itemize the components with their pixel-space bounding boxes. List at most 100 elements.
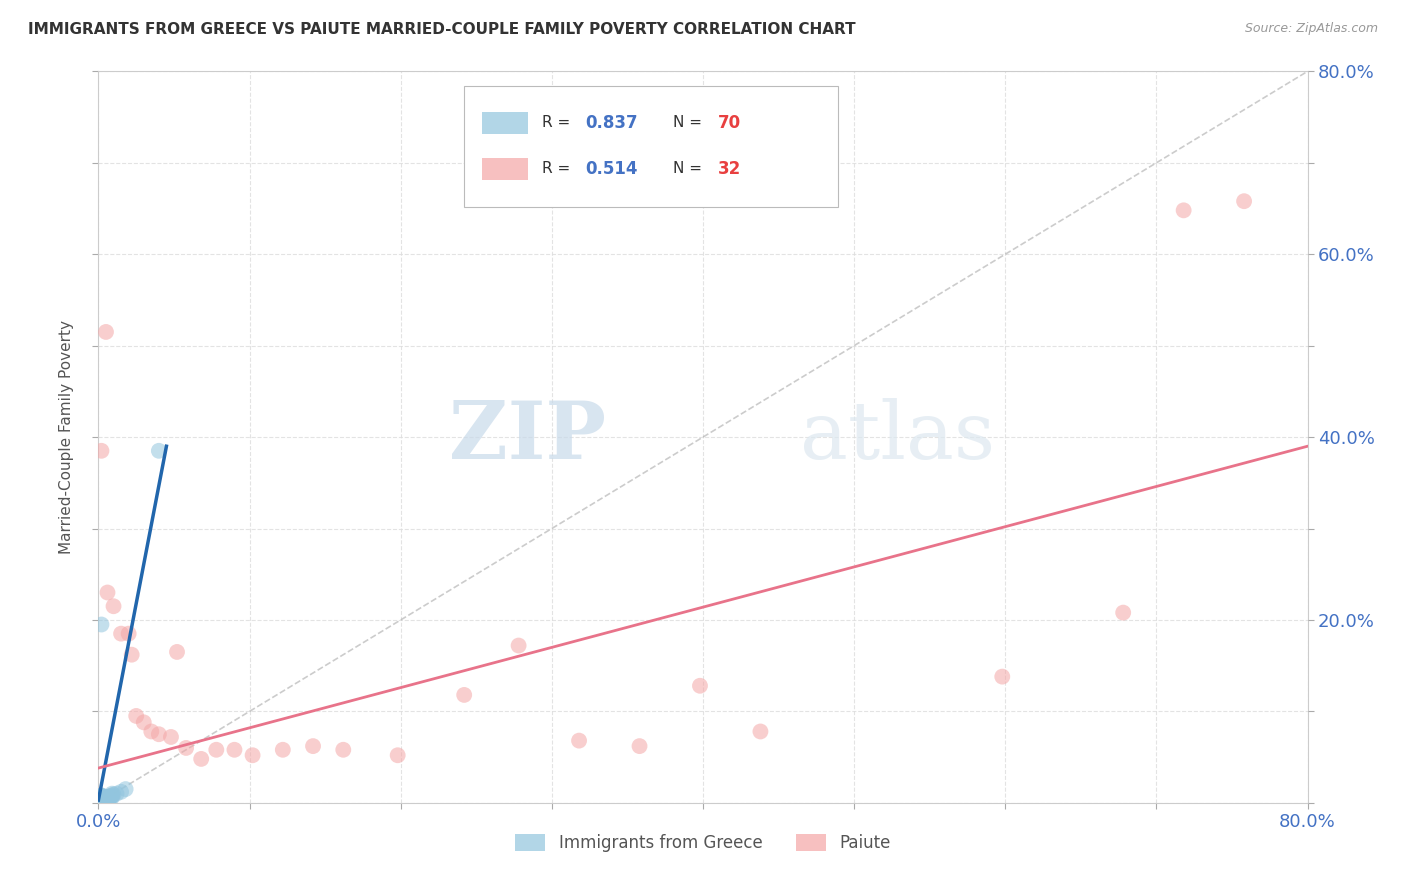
Point: [205, 743, 228, 757]
Point: [90, 443, 112, 458]
Text: 0.514: 0.514: [586, 160, 638, 178]
Point: [98, 792, 121, 806]
Point: [387, 748, 409, 763]
Point: [89, 794, 111, 808]
Point: [242, 748, 264, 763]
Point: [110, 785, 132, 799]
Point: [96, 792, 118, 806]
Point: [89, 793, 111, 807]
Point: [90, 793, 112, 807]
Point: [114, 782, 136, 797]
Point: [89, 790, 111, 805]
Point: [93, 793, 115, 807]
FancyBboxPatch shape: [464, 86, 838, 207]
Point: [100, 789, 122, 804]
Text: N =: N =: [672, 115, 707, 130]
Point: [91, 794, 114, 808]
Text: R =: R =: [543, 161, 575, 176]
Point: [94, 794, 117, 808]
Point: [100, 791, 122, 805]
Point: [91, 792, 114, 806]
Point: [689, 679, 711, 693]
Point: [93, 792, 115, 806]
Point: [103, 788, 125, 802]
FancyBboxPatch shape: [482, 112, 527, 134]
Y-axis label: Married-Couple Family Poverty: Married-Couple Family Poverty: [59, 320, 75, 554]
Point: [96, 585, 118, 599]
Point: [302, 739, 325, 753]
Point: [90, 789, 112, 804]
Point: [174, 740, 197, 755]
Point: [132, 715, 155, 730]
Point: [1173, 203, 1195, 218]
Point: [271, 743, 294, 757]
Point: [91, 790, 114, 805]
Point: [94, 790, 117, 805]
Point: [91, 789, 114, 804]
Point: [90, 794, 112, 808]
Point: [90, 793, 112, 807]
Point: [94, 790, 117, 805]
Point: [91, 792, 114, 806]
Point: [89, 792, 111, 806]
Point: [98, 789, 121, 804]
Point: [91, 791, 114, 805]
Point: [160, 730, 183, 744]
Point: [110, 626, 132, 640]
Point: [93, 793, 115, 807]
Point: [94, 791, 117, 805]
Point: [91, 794, 114, 808]
Point: [93, 792, 115, 806]
Point: [93, 794, 115, 808]
Point: [141, 724, 163, 739]
Point: [93, 794, 115, 808]
Point: [91, 791, 114, 805]
Text: 0.837: 0.837: [586, 113, 638, 131]
Text: R =: R =: [543, 115, 575, 130]
Point: [190, 752, 212, 766]
Point: [125, 709, 148, 723]
Point: [91, 790, 114, 805]
Text: 32: 32: [717, 160, 741, 178]
Point: [91, 793, 114, 807]
Point: [89, 794, 111, 808]
Point: [568, 733, 591, 747]
Point: [90, 790, 112, 805]
Text: Source: ZipAtlas.com: Source: ZipAtlas.com: [1244, 22, 1378, 36]
FancyBboxPatch shape: [482, 158, 527, 179]
Point: [1233, 194, 1256, 209]
Point: [166, 645, 188, 659]
Point: [93, 793, 115, 807]
Point: [98, 792, 121, 806]
Point: [98, 790, 121, 805]
Point: [90, 792, 112, 806]
Point: [89, 792, 111, 806]
Point: [101, 789, 124, 803]
Point: [332, 743, 354, 757]
Point: [101, 787, 124, 801]
Point: [90, 793, 112, 807]
Point: [103, 599, 125, 614]
Point: [453, 688, 475, 702]
Point: [1112, 606, 1135, 620]
Point: [90, 794, 112, 808]
Point: [90, 793, 112, 807]
Point: [89, 789, 111, 804]
Point: [94, 792, 117, 806]
Point: [90, 791, 112, 805]
Point: [105, 787, 128, 801]
Point: [91, 791, 114, 805]
Text: atlas: atlas: [800, 398, 995, 476]
Point: [89, 789, 111, 804]
Point: [94, 325, 117, 339]
Point: [91, 790, 114, 805]
Point: [89, 791, 111, 805]
Text: N =: N =: [672, 161, 707, 176]
Text: 70: 70: [717, 113, 741, 131]
Point: [101, 790, 124, 805]
Point: [90, 789, 112, 803]
Point: [90, 791, 112, 805]
Point: [224, 743, 246, 757]
Point: [98, 791, 121, 805]
Point: [508, 639, 530, 653]
